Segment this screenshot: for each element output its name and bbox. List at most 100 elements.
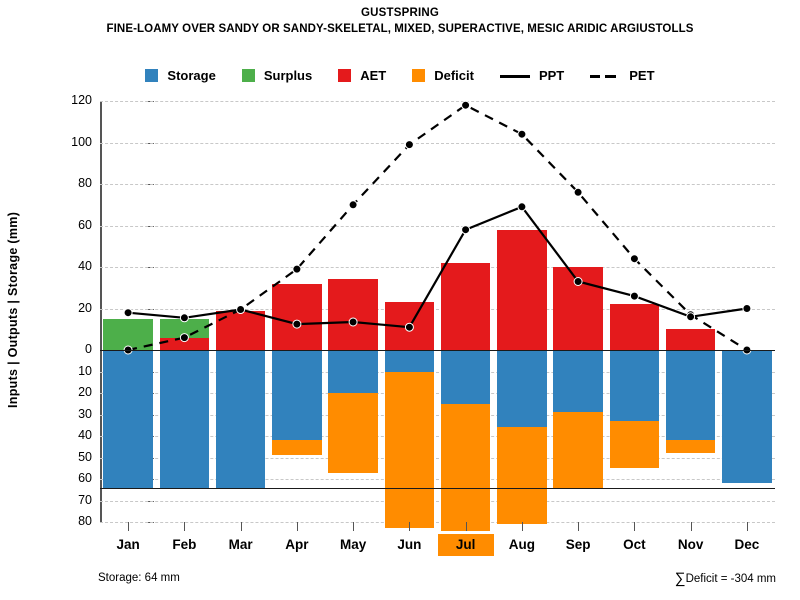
gridline — [100, 414, 775, 416]
x-tick-mark — [353, 522, 355, 531]
bar-deficit — [272, 440, 322, 456]
pet-point — [348, 200, 358, 210]
bar-storage — [328, 350, 378, 393]
y-tick-label: 80 — [78, 176, 92, 190]
zero-axis-line — [100, 350, 775, 351]
x-axis-label-jan[interactable]: Jan — [116, 537, 140, 552]
bar-storage — [665, 350, 716, 441]
legend-item-aet[interactable]: AET — [338, 68, 386, 83]
pet-point — [573, 187, 583, 197]
bar-storage — [553, 350, 603, 413]
pet-point — [517, 129, 527, 139]
legend-swatch-icon — [145, 69, 159, 82]
x-tick-mark — [409, 522, 411, 531]
bar-aet — [665, 329, 716, 350]
gridline — [100, 457, 775, 459]
bar-deficit — [497, 427, 547, 525]
x-tick-mark — [578, 522, 580, 531]
x-axis-label-aug[interactable]: Aug — [508, 537, 535, 552]
bar-storage — [722, 350, 772, 484]
gridline — [100, 371, 775, 373]
x-tick-mark — [690, 522, 692, 531]
ppt-point — [461, 225, 471, 235]
legend-item-storage[interactable]: Storage — [145, 68, 216, 83]
ppt-point — [292, 319, 302, 329]
x-tick-mark — [184, 522, 186, 531]
bar-deficit — [609, 420, 660, 469]
ppt-point — [123, 308, 133, 318]
legend-item-surplus[interactable]: Surplus — [241, 68, 313, 83]
x-axis-label-oct[interactable]: Oct — [623, 537, 646, 552]
legend-label: PPT — [538, 68, 565, 83]
ppt-point — [179, 313, 189, 323]
x-axis-label-apr[interactable]: Apr — [285, 537, 309, 552]
y-tick-label: 0 — [85, 342, 92, 356]
legend-item-deficit[interactable]: Deficit — [412, 68, 474, 83]
legend-label: Surplus — [263, 68, 313, 83]
ppt-point — [686, 312, 696, 322]
bar-surplus — [159, 318, 210, 338]
bar-aet — [497, 229, 547, 350]
bar-storage — [103, 350, 153, 488]
y-tick-label: 60 — [78, 471, 92, 485]
bar-deficit — [553, 412, 603, 488]
title-line-1: GUSTSPRING — [360, 7, 440, 19]
ppt-point — [404, 322, 414, 332]
x-axis-label-mar[interactable]: Mar — [228, 537, 253, 552]
pet-point — [461, 100, 471, 110]
gridline — [100, 101, 775, 102]
y-tick-label: 40 — [78, 259, 92, 273]
gridline — [100, 393, 775, 394]
x-axis-label-jun[interactable]: Jun — [397, 537, 422, 552]
plot-area — [100, 100, 775, 531]
storage-note: Storage: 64 mm — [98, 572, 180, 584]
legend-swatch-icon — [338, 69, 352, 82]
x-tick-mark — [746, 522, 748, 531]
y-tick-label: 100 — [71, 134, 92, 149]
chart-legend: Storage Surplus AET Deficit PPT PET — [0, 68, 800, 83]
bar-deficit — [665, 440, 716, 454]
ppt-point — [629, 291, 639, 301]
x-axis-ticks — [100, 522, 775, 532]
gridline — [100, 479, 775, 480]
deficit-note-text: Deficit = -304 mm — [685, 573, 776, 585]
pet-line — [127, 103, 748, 352]
x-tick-mark — [634, 522, 636, 531]
x-tick-mark — [296, 522, 298, 531]
bar-storage — [159, 350, 210, 488]
y-tick-label: 120 — [71, 93, 92, 107]
x-axis-label-nov[interactable]: Nov — [677, 537, 704, 552]
chart-title: GUSTSPRING FINE-LOAMY OVER SANDY OR SAND… — [0, 6, 800, 37]
bar-surplus — [103, 318, 153, 350]
ppt-point — [573, 277, 583, 286]
y-axis-label: Inputs | Outputs | Storage (mm) — [6, 211, 20, 409]
ppt-point — [742, 304, 752, 313]
legend-item-ppt[interactable]: PPT — [499, 68, 565, 83]
deficit-note: ∑Deficit = -304 mm — [675, 570, 776, 587]
x-axis-label-may[interactable]: May — [339, 537, 367, 552]
y-tick-label: 50 — [78, 449, 92, 464]
x-axis-label-sep[interactable]: Sep — [565, 537, 591, 552]
legend-item-pet[interactable]: PET — [590, 68, 655, 83]
y-tick-label: 20 — [78, 300, 92, 315]
gridline — [100, 184, 775, 185]
x-axis-label-jul[interactable]: Jul — [437, 534, 494, 556]
x-axis-label-feb[interactable]: Feb — [172, 537, 197, 552]
sigma-symbol: ∑ — [674, 570, 686, 587]
legend-label: Deficit — [434, 68, 474, 83]
bar-aet — [328, 279, 378, 350]
y-axis-line — [100, 101, 102, 522]
y-tick-label: 80 — [78, 514, 92, 528]
legend-swatch-icon — [412, 69, 426, 82]
y-tick-label: 30 — [78, 406, 92, 421]
x-tick-mark — [128, 522, 130, 531]
pet-point — [404, 140, 414, 150]
gridline — [100, 225, 775, 227]
pet-point — [629, 254, 639, 264]
bar-aet — [159, 337, 210, 350]
bar-storage — [384, 350, 435, 372]
bar-deficit — [328, 393, 378, 473]
x-axis-label-dec[interactable]: Dec — [734, 537, 760, 552]
ppt-line — [128, 205, 748, 329]
gridline — [100, 267, 775, 268]
